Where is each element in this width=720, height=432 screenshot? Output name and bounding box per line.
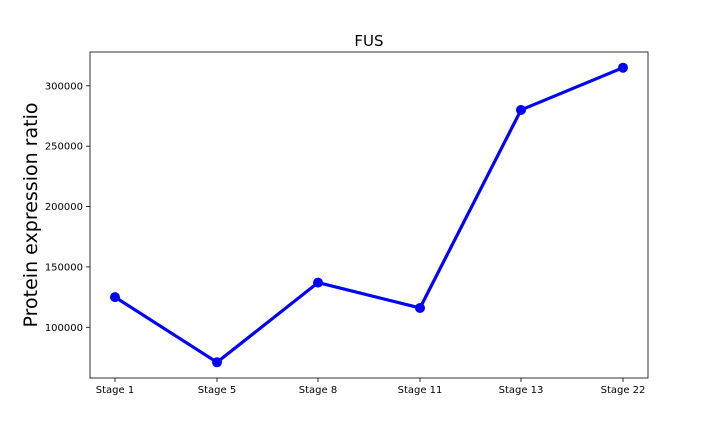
x-tick-label: Stage 8: [299, 385, 337, 396]
x-tick-label: Stage 11: [398, 385, 443, 396]
chart-title: FUS: [354, 32, 383, 50]
series-markers: [110, 62, 628, 368]
y-tick-label: 100000: [45, 323, 83, 334]
y-axis-label: Protein expression ratio: [20, 103, 42, 328]
x-tick-label: Stage 13: [499, 385, 544, 396]
data-point: [618, 62, 628, 73]
data-point: [313, 277, 323, 288]
x-tick-label: Stage 22: [601, 385, 646, 396]
data-point: [415, 302, 425, 313]
y-tick-label: 250000: [45, 142, 83, 153]
data-point: [212, 357, 222, 368]
x-tick-label: Stage 1: [96, 385, 134, 396]
y-axis: 100000 150000 200000 250000 300000: [45, 81, 90, 334]
plot-area-frame: [89, 51, 649, 379]
data-point: [516, 104, 526, 115]
series-line: [113, 66, 625, 364]
y-tick-label: 300000: [45, 81, 83, 92]
y-tick-label: 200000: [45, 202, 83, 213]
x-tick-label: Stage 5: [198, 385, 236, 396]
y-tick-label: 150000: [45, 262, 83, 273]
data-point: [110, 292, 120, 303]
x-axis: Stage 1 Stage 5 Stage 8 Stage 11 Stage 13 Sta…: [96, 378, 646, 396]
